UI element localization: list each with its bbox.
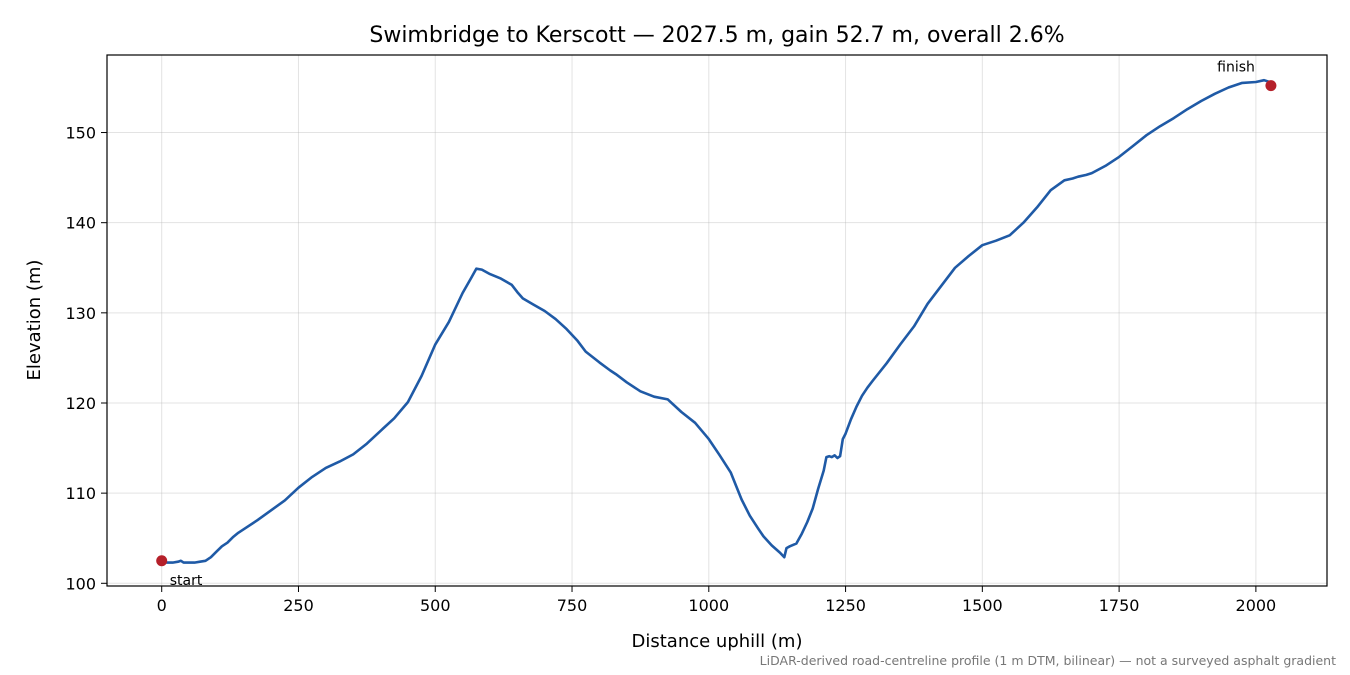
marker-layer: start finish [156,60,1277,589]
chart-title: Swimbridge to Kerscott — 2027.5 m, gain … [369,23,1064,48]
y-tick-label: 100 [65,574,96,593]
grid-lines [107,55,1327,586]
x-tick-label: 500 [420,596,451,615]
y-tick-label: 120 [65,394,96,413]
y-axis-ticks: 100 110 120 130 140 150 [65,124,107,593]
y-axis-label: Elevation (m) [24,260,45,381]
x-tick-label: 750 [557,596,588,615]
x-axis-label: Distance uphill (m) [632,631,803,652]
x-axis-ticks: 0 250 500 750 1000 1250 1500 1750 2000 [157,586,1277,615]
x-tick-label: 1000 [688,596,729,615]
elevation-line [160,78,1271,564]
y-tick-label: 140 [65,214,96,233]
start-marker [156,555,168,567]
y-tick-label: 130 [65,304,96,323]
finish-label: finish [1217,60,1255,76]
plot-frame [106,54,1328,587]
x-tick-label: 2000 [1236,596,1277,615]
x-tick-label: 250 [283,596,314,615]
y-tick-label: 110 [65,484,96,503]
x-tick-label: 1250 [825,596,866,615]
finish-marker [1265,80,1277,92]
x-tick-label: 1500 [962,596,1003,615]
x-tick-label: 1750 [1099,596,1140,615]
x-tick-label: 0 [157,596,167,615]
start-label: start [170,573,203,589]
line-layer [160,78,1271,564]
footnote: LiDAR-derived road-centreline profile (1… [760,653,1336,668]
y-tick-label: 150 [65,124,96,143]
